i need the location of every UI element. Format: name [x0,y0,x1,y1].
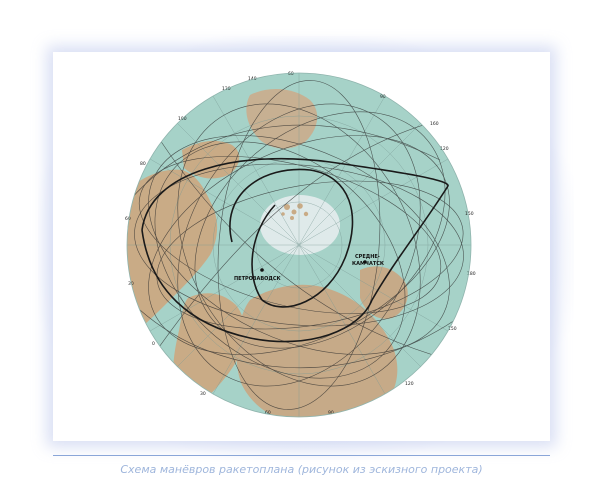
srednekamchatsk-marker [363,260,367,264]
rim-label: 80 [140,161,146,167]
caption-divider [53,455,550,456]
rim-label: 150 [448,326,457,332]
rim-label: 60 [288,71,294,77]
label-srednekamchatsk-1: СРЕДНЕ- [355,254,380,260]
canadian-arctic [182,140,240,179]
rim-label: 120 [440,146,449,152]
arctic-ice [260,195,340,255]
rim-label: 60 [125,216,131,222]
graticule [127,73,471,417]
rim-label: 150 [465,211,474,217]
rim-label: 90 [328,410,334,416]
petrozavodsk-marker [260,268,264,272]
rim-label: 0 [152,341,155,347]
rim-label: 90 [380,94,386,100]
kamchatka-region [360,266,408,319]
label-petrozavodsk: ПЕТРОЗАВОДСК [234,276,282,282]
north-america [127,169,218,330]
rim-label: 30 [128,281,134,287]
rim-label: 30 [200,391,206,397]
rim-label: 140 [248,76,257,82]
rim-label: 180 [467,271,476,277]
globe-outline [126,72,472,418]
rim-label: 160 [430,121,439,127]
figure-caption: Схема манёвров ракетоплана (рисунок из э… [120,463,483,476]
maneuver-trajectories [141,157,449,343]
orbit-tracks [129,80,464,410]
rim-label: 60 [265,410,271,416]
rim-label: 120 [405,381,414,387]
label-srednekamchatsk-2: КАМЧАТСК [352,261,385,267]
